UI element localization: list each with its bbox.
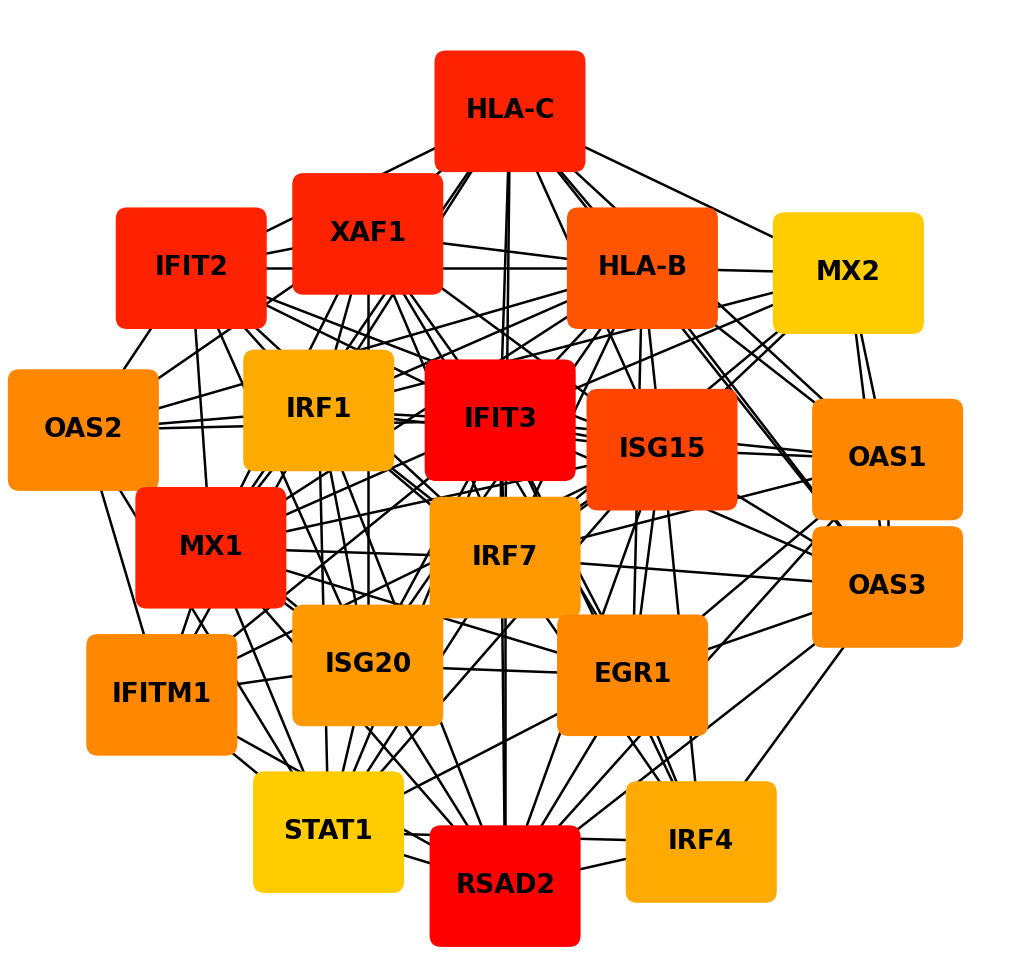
FancyBboxPatch shape	[586, 389, 737, 510]
FancyBboxPatch shape	[243, 349, 394, 471]
FancyBboxPatch shape	[115, 207, 267, 329]
FancyBboxPatch shape	[434, 50, 585, 172]
Text: IRF1: IRF1	[285, 398, 352, 423]
FancyBboxPatch shape	[292, 605, 443, 726]
Text: IFIT3: IFIT3	[463, 408, 537, 434]
FancyBboxPatch shape	[811, 399, 962, 520]
FancyBboxPatch shape	[292, 173, 443, 294]
Text: OAS3: OAS3	[847, 574, 926, 600]
Text: EGR1: EGR1	[593, 662, 672, 688]
FancyBboxPatch shape	[136, 487, 286, 609]
Text: STAT1: STAT1	[283, 819, 373, 845]
Text: HLA-B: HLA-B	[597, 256, 687, 282]
FancyBboxPatch shape	[625, 781, 776, 903]
FancyBboxPatch shape	[8, 369, 159, 491]
Text: MX2: MX2	[815, 260, 880, 287]
Text: XAF1: XAF1	[329, 221, 406, 247]
FancyBboxPatch shape	[772, 212, 923, 334]
FancyBboxPatch shape	[556, 615, 707, 736]
Text: IFITM1: IFITM1	[112, 681, 212, 708]
Text: IFIT2: IFIT2	[154, 256, 228, 282]
Text: IRF4: IRF4	[667, 829, 734, 855]
FancyBboxPatch shape	[429, 497, 580, 619]
Text: ISG20: ISG20	[324, 652, 411, 679]
Text: IRF7: IRF7	[472, 545, 538, 570]
FancyBboxPatch shape	[87, 634, 237, 756]
FancyBboxPatch shape	[429, 826, 580, 947]
FancyBboxPatch shape	[253, 771, 404, 893]
FancyBboxPatch shape	[811, 527, 962, 648]
Text: ISG15: ISG15	[618, 437, 705, 463]
Text: OAS2: OAS2	[44, 417, 123, 443]
Text: HLA-C: HLA-C	[465, 99, 554, 124]
FancyBboxPatch shape	[567, 207, 717, 329]
Text: MX1: MX1	[178, 534, 244, 560]
Text: RSAD2: RSAD2	[454, 873, 554, 899]
FancyBboxPatch shape	[424, 359, 575, 481]
Text: OAS1: OAS1	[847, 446, 926, 472]
